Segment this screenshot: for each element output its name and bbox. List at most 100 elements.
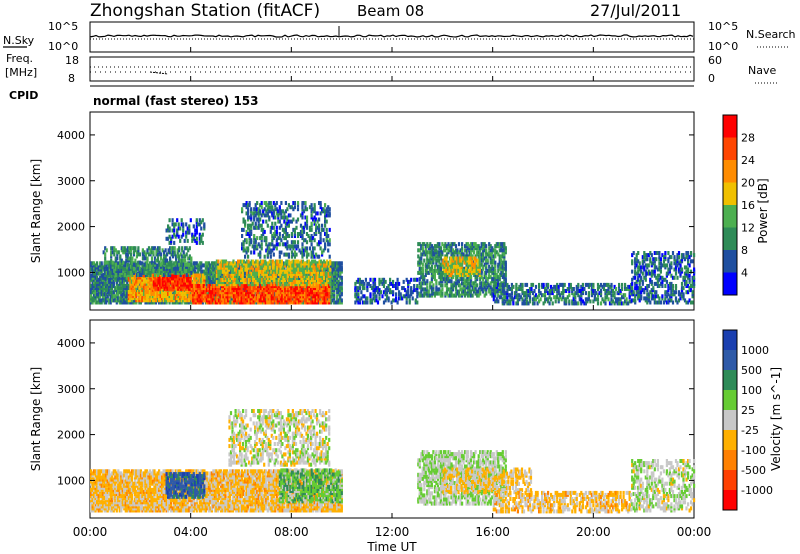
heatmap-cell: [90, 292, 93, 297]
heatmap-cell: [112, 290, 115, 295]
heatmap-cell: [340, 286, 343, 291]
heatmap-cell: [117, 275, 120, 280]
heatmap-cell: [293, 201, 296, 205]
heatmap-cell: [124, 263, 127, 268]
heatmap-cell: [238, 267, 241, 272]
heatmap-cell: [124, 267, 127, 272]
heatmap-cell: [118, 300, 121, 305]
heatmap-cell: [90, 275, 93, 280]
heatmap-cell: [301, 215, 304, 220]
heatmap-cell: [97, 271, 100, 276]
noise-right-tick-top: 10^5: [708, 20, 738, 33]
heatmap-cell: [120, 279, 123, 284]
heatmap-cell: [269, 201, 272, 205]
heatmap-cell: [305, 246, 309, 251]
heatmap-cell: [265, 219, 268, 224]
heatmap-cell: [272, 225, 275, 230]
heatmap-cell: [93, 279, 96, 284]
heatmap-cell: [313, 246, 316, 251]
heatmap-cell: [103, 275, 106, 280]
heatmap-cell: [100, 273, 103, 278]
heatmap-cell: [173, 290, 176, 295]
heatmap-cell: [117, 290, 120, 295]
heatmap-cell: [115, 292, 118, 297]
heatmap-cell: [293, 205, 296, 210]
heatmap-cell: [96, 267, 99, 272]
heatmap-cell: [210, 263, 213, 268]
heatmap-cell: [126, 279, 129, 284]
heatmap-cell: [262, 219, 265, 224]
heatmap-cell: [289, 213, 292, 218]
heatmap-cell: [108, 300, 111, 305]
heatmap-cell: [161, 300, 164, 305]
heatmap-cell: [185, 300, 188, 305]
heatmap-cell: [260, 201, 263, 205]
heatmap-cell: [238, 282, 241, 287]
heatmap-cell: [340, 261, 343, 266]
heatmap-cell: [247, 259, 250, 264]
heatmap-cell: [102, 284, 105, 288]
noise-right-tick-bottom: 10^0: [708, 40, 738, 53]
heatmap-cell: [162, 269, 165, 274]
heatmap-cell: [124, 296, 127, 301]
heatmap-cell: [256, 259, 259, 264]
heatmap-cell: [90, 261, 93, 266]
heatmap-cell: [108, 292, 111, 297]
heatmap-cell: [94, 284, 97, 288]
heatmap-cell: [192, 261, 195, 266]
heatmap-cell: [112, 275, 115, 280]
heatmap-cell: [118, 286, 121, 291]
heatmap-cell: [106, 290, 109, 295]
heatmap-cell: [221, 275, 224, 280]
heatmap-cell: [256, 236, 259, 241]
station-title: Zhongshan Station (fitACF): [90, 1, 320, 21]
heatmap-cell: [278, 205, 281, 210]
heatmap-cell: [123, 275, 126, 280]
heatmap-cell: [127, 284, 130, 288]
heatmap-cell: [277, 275, 280, 280]
heatmap-cell: [121, 292, 124, 297]
heatmap-cell: [247, 207, 250, 212]
heatmap-cell: [99, 286, 102, 291]
heatmap-cell: [106, 294, 109, 299]
heatmap-cell: [102, 265, 105, 270]
heatmap-cell: [96, 279, 99, 284]
freq-tick-bottom: 8: [68, 72, 75, 85]
heatmap-cell: [206, 271, 209, 276]
heatmap-cell: [305, 240, 309, 245]
heatmap-cell: [114, 294, 117, 299]
heatmap-cell: [91, 267, 94, 272]
heatmap-cell: [123, 286, 126, 291]
heatmap-cell: [108, 288, 111, 293]
heatmap-cell: [278, 219, 281, 224]
heatmap-cell: [318, 254, 321, 259]
heatmap-cell: [303, 284, 307, 288]
heatmap-cell: [123, 279, 126, 284]
heatmap-cell: [286, 240, 289, 245]
heatmap-cell: [301, 234, 304, 238]
heatmap-cell: [94, 273, 97, 278]
heatmap-cell: [221, 273, 224, 278]
heatmap-cell: [106, 279, 109, 284]
heatmap-cell: [114, 275, 117, 280]
heatmap-cell: [97, 267, 100, 272]
heatmap-cell: [94, 296, 97, 301]
heatmap-cell: [124, 300, 127, 305]
heatmap-cell: [108, 298, 111, 303]
heatmap-cell: [204, 271, 207, 276]
heatmap-cell: [105, 275, 108, 280]
heatmap-cell: [176, 261, 179, 266]
heatmap-cell: [275, 225, 278, 230]
heatmap-cell: [248, 201, 251, 205]
heatmap-cell: [195, 279, 198, 284]
heatmap-cell: [133, 296, 136, 301]
heatmap-cell: [114, 296, 117, 301]
heatmap-cell: [296, 207, 300, 212]
heatmap-cell: [293, 240, 296, 245]
heatmap-cell: [308, 246, 312, 251]
heatmap-cell: [253, 234, 256, 238]
heatmap-cell: [123, 300, 126, 305]
heatmap-cell: [103, 284, 106, 288]
heatmap-cell: [90, 290, 93, 295]
heatmap-cell: [91, 273, 94, 278]
